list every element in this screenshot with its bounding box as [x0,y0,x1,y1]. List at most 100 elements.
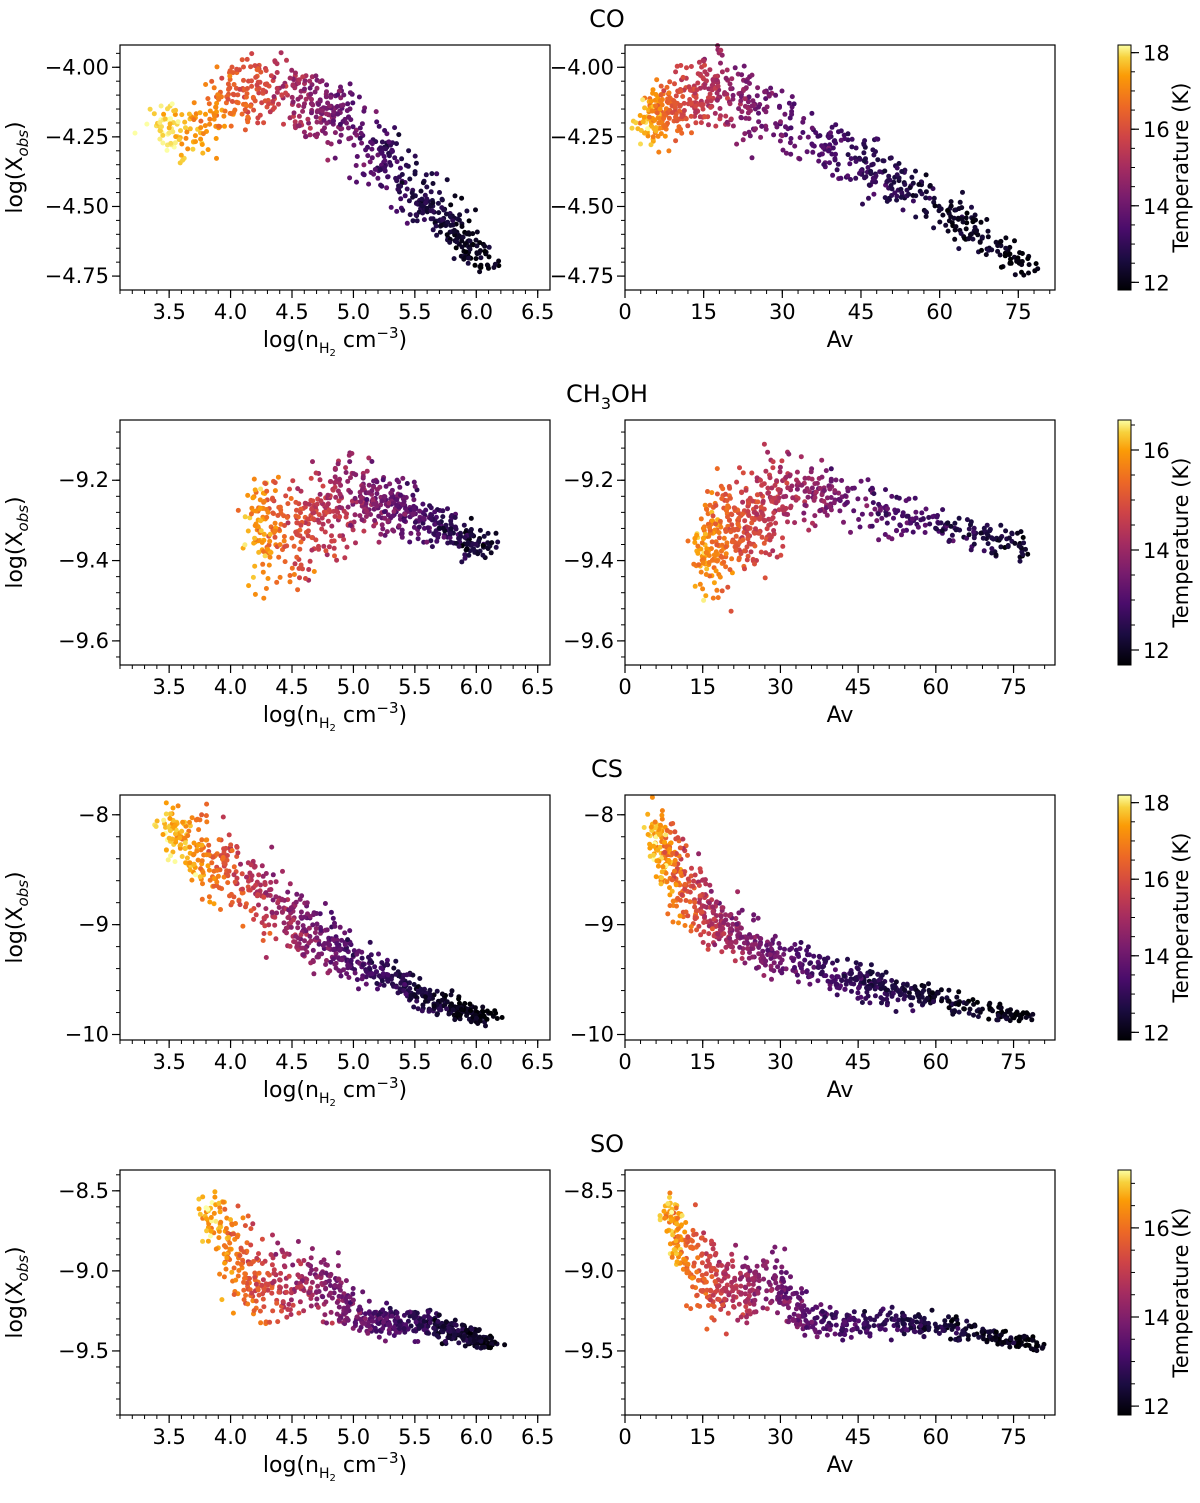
data-point [161,817,167,823]
data-point [306,501,312,507]
data-point [656,116,662,121]
data-point [1003,528,1009,534]
data-point [732,958,738,964]
data-point [784,480,790,486]
data-point [289,67,295,73]
data-point [416,524,422,530]
data-point [363,968,369,974]
data-point [763,468,769,474]
data-point [242,127,248,133]
y-tick-label: −4.75 [550,264,614,288]
data-point [258,69,264,75]
data-point [958,231,964,236]
data-point [197,874,203,880]
data-point [302,500,308,506]
data-point [660,864,666,870]
data-point [459,224,465,229]
data-point [699,909,705,915]
data-point [240,886,245,892]
data-point [337,121,343,127]
data-point [337,139,342,145]
data-point [685,538,691,544]
data-point [359,487,365,492]
data-point [954,994,960,1000]
row-title: CO [589,5,625,33]
data-point [762,518,768,524]
data-point [332,923,338,929]
data-point [693,103,698,109]
data-point [315,131,320,137]
data-point [424,184,430,190]
data-point [293,899,299,905]
data-point [845,173,851,179]
data-point [886,173,892,179]
data-point [714,77,720,83]
data-point [267,531,273,537]
data-point [267,887,273,893]
data-point [658,92,664,98]
data-point [354,977,360,983]
data-point [190,146,196,152]
data-point [779,970,785,976]
data-point [729,539,735,545]
data-point [735,889,741,895]
data-point [900,207,906,213]
scatter-points [685,441,1031,614]
data-point [956,515,962,521]
data-point [975,1014,981,1020]
data-point [809,485,815,491]
y-tick-label: −4.50 [45,194,109,218]
data-point [351,142,357,148]
data-point [256,902,261,908]
data-point [230,70,236,76]
data-point [842,493,848,499]
data-point [742,96,748,102]
data-point [376,513,382,519]
data-point [287,943,293,949]
data-point [261,120,267,126]
data-point [902,182,908,187]
data-point [335,461,341,467]
data-point [713,123,719,129]
data-point [869,485,875,491]
data-point [275,1240,281,1246]
y-tick-label: −10 [570,1023,614,1047]
data-point [332,155,338,161]
y-tick-label: −4.25 [45,125,109,149]
data-point [963,226,969,232]
data-point [478,1014,484,1019]
colorbar-tick-label: 18 [1143,792,1170,816]
data-point [896,495,902,501]
data-point [390,527,396,533]
data-point [865,477,871,483]
data-point [843,501,849,506]
data-point [920,1001,926,1007]
data-point [342,930,348,936]
data-point [343,465,349,471]
data-point [207,108,213,114]
data-point [882,532,888,537]
data-point [200,869,206,875]
data-point [270,510,276,516]
colorbar-label: Temperature (K) [1169,83,1193,254]
data-point [705,489,710,494]
data-point [276,101,281,107]
data-point [957,527,963,533]
data-point [226,868,232,874]
data-point [372,964,378,970]
data-point [661,115,667,121]
data-point [235,1203,241,1209]
data-point [209,860,215,866]
data-point [893,510,899,516]
data-point [825,495,830,501]
data-point [345,937,351,943]
data-point [244,91,250,97]
data-point [179,828,185,834]
data-point [813,489,819,495]
data-point [765,449,771,455]
data-point [946,1005,952,1011]
data-point [187,860,193,866]
data-point [318,498,324,504]
data-point [775,964,781,970]
data-point [316,543,321,549]
